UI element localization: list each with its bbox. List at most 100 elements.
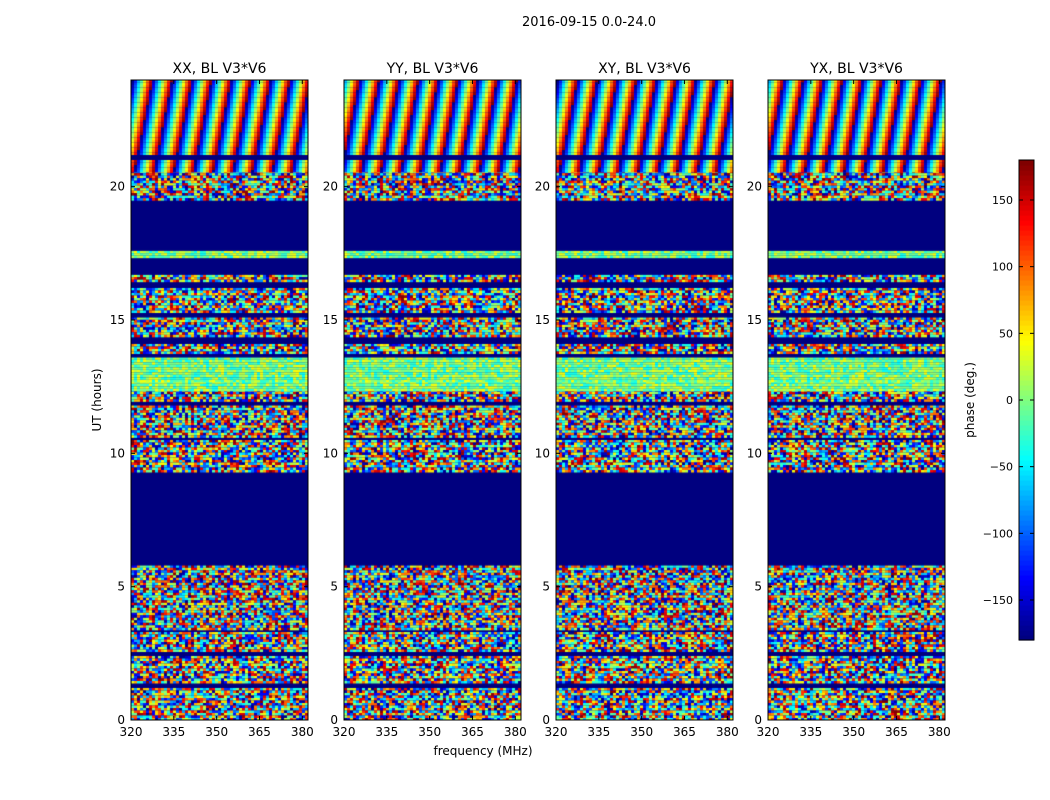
colorbar-step: [1019, 270, 1034, 276]
colorbar-label: phase (deg.): [963, 362, 977, 438]
colorbar-step: [1019, 245, 1034, 251]
x-tick-label: 335: [587, 725, 610, 739]
colorbar-step: [1019, 575, 1034, 581]
colorbar-tick-label: 50: [999, 327, 1013, 340]
y-tick-label: 5: [330, 580, 338, 594]
colorbar-step: [1019, 565, 1034, 571]
colorbar-step: [1019, 175, 1034, 181]
y-tick-label: 5: [542, 580, 550, 594]
colorbar-step: [1019, 525, 1034, 531]
colorbar-step: [1019, 300, 1034, 306]
colorbar-step: [1019, 475, 1034, 481]
colorbar-step: [1019, 445, 1034, 451]
colorbar-step: [1019, 515, 1034, 521]
colorbar-step: [1019, 520, 1034, 526]
colorbar-step: [1019, 360, 1034, 366]
colorbar-step: [1019, 440, 1034, 446]
colorbar-step: [1019, 555, 1034, 561]
colorbar-step: [1019, 465, 1034, 471]
y-tick-label: 5: [117, 580, 125, 594]
colorbar-step: [1019, 470, 1034, 476]
colorbar-step: [1019, 320, 1034, 326]
x-tick-label: 335: [799, 725, 822, 739]
y-tick-label: 15: [535, 313, 550, 327]
colorbar-step: [1019, 560, 1034, 566]
y-tick-label: 20: [323, 180, 338, 194]
colorbar-step: [1019, 190, 1034, 196]
colorbar-step: [1019, 200, 1034, 206]
y-tick-label: 10: [110, 446, 125, 460]
colorbar-step: [1019, 295, 1034, 301]
colorbar-step: [1019, 235, 1034, 241]
y-tick-label: 0: [754, 713, 762, 727]
colorbar-step: [1019, 420, 1034, 426]
colorbar-step: [1019, 165, 1034, 171]
x-tick-label: 335: [375, 725, 398, 739]
colorbar-step: [1019, 530, 1034, 536]
colorbar-tick-label: 0: [1006, 394, 1013, 407]
colorbar-step: [1019, 370, 1034, 376]
colorbar-step: [1019, 255, 1034, 261]
colorbar-step: [1019, 545, 1034, 551]
y-tick-label: 5: [754, 580, 762, 594]
colorbar-step: [1019, 195, 1034, 201]
colorbar-step: [1019, 590, 1034, 596]
panel-2-frame: [343, 79, 522, 721]
colorbar-step: [1019, 315, 1034, 321]
y-tick-label: 20: [535, 180, 550, 194]
colorbar-tick-label: −150: [983, 594, 1013, 607]
x-tick-label: 350: [842, 725, 865, 739]
x-tick-label: 320: [757, 725, 780, 739]
panel-3-frame: [555, 79, 734, 721]
colorbar-step: [1019, 335, 1034, 341]
colorbar-step: [1019, 180, 1034, 186]
colorbar-step: [1019, 570, 1034, 576]
x-axis-label: frequency (MHz): [433, 744, 532, 758]
y-tick-label: 0: [330, 713, 338, 727]
colorbar-step: [1019, 350, 1034, 356]
colorbar-step: [1019, 620, 1034, 626]
colorbar-step: [1019, 635, 1034, 641]
y-tick-label: 0: [117, 713, 125, 727]
colorbar-step: [1019, 265, 1034, 271]
colorbar-step: [1019, 380, 1034, 386]
colorbar-step: [1019, 410, 1034, 416]
colorbar-step: [1019, 430, 1034, 436]
x-tick-label: 365: [248, 725, 271, 739]
colorbar-step: [1019, 600, 1034, 606]
colorbar-step: [1019, 550, 1034, 556]
colorbar-step: [1019, 485, 1034, 491]
colorbar-step: [1019, 400, 1034, 406]
y-tick-label: 20: [110, 180, 125, 194]
y-axis-label: UT (hours): [90, 368, 104, 431]
colorbar-step: [1019, 585, 1034, 591]
x-tick-label: 380: [504, 725, 527, 739]
colorbar-step: [1019, 280, 1034, 286]
panel-4-heatmap: [768, 80, 945, 720]
y-tick-label: 15: [110, 313, 125, 327]
panel-1-frame: [130, 79, 309, 721]
colorbar-step: [1019, 540, 1034, 546]
colorbar-step: [1019, 510, 1034, 516]
colorbar-step: [1019, 305, 1034, 311]
colorbar-step: [1019, 230, 1034, 236]
y-tick-label: 10: [535, 446, 550, 460]
colorbar-step: [1019, 605, 1034, 611]
colorbar-step: [1019, 595, 1034, 601]
colorbar-step: [1019, 170, 1034, 176]
colorbar-step: [1019, 185, 1034, 191]
colorbar-step: [1019, 505, 1034, 511]
colorbar-step: [1019, 415, 1034, 421]
colorbar-tick-label: 150: [992, 194, 1013, 207]
x-tick-label: 365: [885, 725, 908, 739]
colorbar-step: [1019, 205, 1034, 211]
colorbar-step: [1019, 425, 1034, 431]
panel-1-title: XX, BL V3*V6: [173, 61, 267, 77]
colorbar-step: [1019, 250, 1034, 256]
panel-4: YX, BL V3*V6 320 335 350 365 380 0 5 10 15 20: [747, 61, 951, 739]
colorbar-step: [1019, 625, 1034, 631]
colorbar-step: [1019, 405, 1034, 411]
x-tick-label: 335: [162, 725, 185, 739]
colorbar-step: [1019, 375, 1034, 381]
colorbar-step: [1019, 460, 1034, 466]
